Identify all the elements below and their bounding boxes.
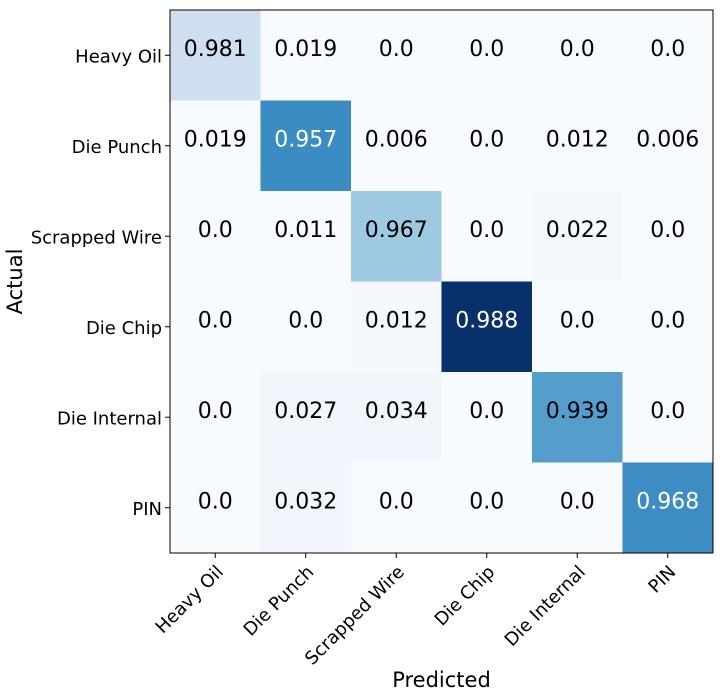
heatmap-cell	[170, 191, 261, 282]
cell-value-label: 0.0	[379, 37, 414, 62]
heatmap-cell	[441, 281, 533, 373]
cell-value-label: 0.0	[198, 218, 233, 243]
cell-value-label: 0.0	[469, 37, 504, 62]
cell-value-label: 0.988	[455, 309, 518, 334]
cell-value-label: 0.019	[184, 128, 247, 153]
cell-value-label: 0.967	[365, 218, 428, 243]
y-tick-label: Die Punch	[72, 137, 162, 158]
heatmap-cell	[260, 100, 352, 192]
heatmap-cell	[170, 10, 261, 101]
x-axis-label: Predicted	[392, 668, 491, 692]
cell-value-label: 0.0	[560, 490, 595, 515]
cell-value-label: 0.0	[198, 309, 233, 334]
heatmap-cell	[532, 462, 623, 554]
heatmap-cell	[622, 372, 714, 463]
plot-frame	[169, 9, 714, 554]
cell-value-label: 0.011	[274, 218, 337, 243]
cell-value-label: 0.012	[546, 128, 609, 153]
cell-value-label: 0.0	[469, 218, 504, 243]
cell-value-label: 0.0	[650, 309, 685, 334]
cell-value-label: 0.0	[560, 309, 595, 334]
cell-value-label: 0.034	[365, 399, 428, 424]
heatmap-cell	[170, 462, 261, 554]
x-tick-label: PIN	[644, 562, 680, 598]
heatmap-cells	[170, 10, 714, 554]
heatmap-cell	[441, 191, 533, 282]
x-tick-label: Heavy Oil	[152, 562, 228, 638]
cell-value-label: 0.0	[288, 309, 323, 334]
cell-value-label: 0.006	[636, 128, 699, 153]
heatmap-cell	[260, 10, 352, 101]
heatmap-cell	[532, 100, 623, 192]
heatmap-cell	[622, 462, 714, 554]
y-tick-label: Scrapped Wire	[31, 227, 162, 248]
cell-value-label: 0.0	[379, 490, 414, 515]
heatmap-cell	[260, 372, 352, 463]
cell-value-label: 0.027	[274, 399, 337, 424]
heatmap-cell	[622, 10, 714, 101]
heatmap-cell	[532, 191, 623, 282]
heatmap-cell	[170, 281, 261, 373]
cell-value-label: 0.939	[546, 399, 609, 424]
cell-value-label: 0.0	[198, 399, 233, 424]
heatmap-cell	[260, 462, 352, 554]
heatmap-cell	[441, 462, 533, 554]
cell-value-label: 0.0	[650, 399, 685, 424]
x-tick-label: Scrapped Wire	[301, 562, 409, 670]
cell-value-label: 0.957	[274, 128, 337, 153]
cell-value-label: 0.012	[365, 309, 428, 334]
cell-value-label: 0.0	[469, 128, 504, 153]
x-tick-label: Die Internal	[501, 562, 590, 651]
heatmap-cell	[351, 10, 442, 101]
y-tick-label: Die Internal	[57, 408, 162, 429]
heatmap-cell	[532, 10, 623, 101]
heatmap-cell	[170, 100, 261, 192]
heatmap-cell	[441, 372, 533, 463]
heatmap-cell	[260, 191, 352, 282]
heatmap-cell	[170, 372, 261, 463]
heatmap-cell	[351, 372, 442, 463]
x-tick-label: Die Punch	[240, 562, 319, 641]
heatmap-cell	[351, 100, 442, 192]
cell-value-label: 0.022	[546, 218, 609, 243]
cell-value-label: 0.0	[469, 490, 504, 515]
cell-value-label: 0.0	[650, 37, 685, 62]
y-axis-ticks: Heavy Oil Die Punch Scrapped Wire Die Chip D…	[31, 46, 170, 520]
heatmap-cell	[351, 191, 442, 282]
cell-value-label: 0.006	[365, 128, 428, 153]
y-axis-label: Actual	[3, 249, 27, 315]
x-tick-label: Die Chip	[431, 562, 500, 631]
cell-value-label: 0.968	[636, 490, 699, 515]
heatmap-cell	[532, 281, 623, 373]
heatmap-cell	[351, 281, 442, 373]
cell-value-label: 0.032	[274, 490, 337, 515]
heatmap-cell	[622, 100, 714, 192]
heatmap-cell	[441, 10, 533, 101]
y-tick-label: PIN	[132, 499, 162, 520]
heatmap-cell	[532, 372, 623, 463]
heatmap-cell	[260, 281, 352, 373]
cell-value-label: 0.0	[198, 490, 233, 515]
cell-value-label: 0.0	[560, 37, 595, 62]
cell-value-label: 0.0	[469, 399, 504, 424]
y-tick-label: Die Chip	[86, 318, 162, 339]
y-tick-label: Heavy Oil	[75, 46, 162, 67]
heatmap-cell	[622, 281, 714, 373]
heatmap-cell	[622, 191, 714, 282]
heatmap-cell	[351, 462, 442, 554]
cell-value-label: 0.019	[274, 37, 337, 62]
cell-value-label: 0.0	[650, 218, 685, 243]
heatmap-cell-labels: 0.981 0.019 0.0 0.0 0.0 0.0 0.019 0.957 0.006 0.0…	[184, 37, 699, 515]
cell-value-label: 0.981	[184, 37, 247, 62]
heatmap-cell	[441, 100, 533, 192]
